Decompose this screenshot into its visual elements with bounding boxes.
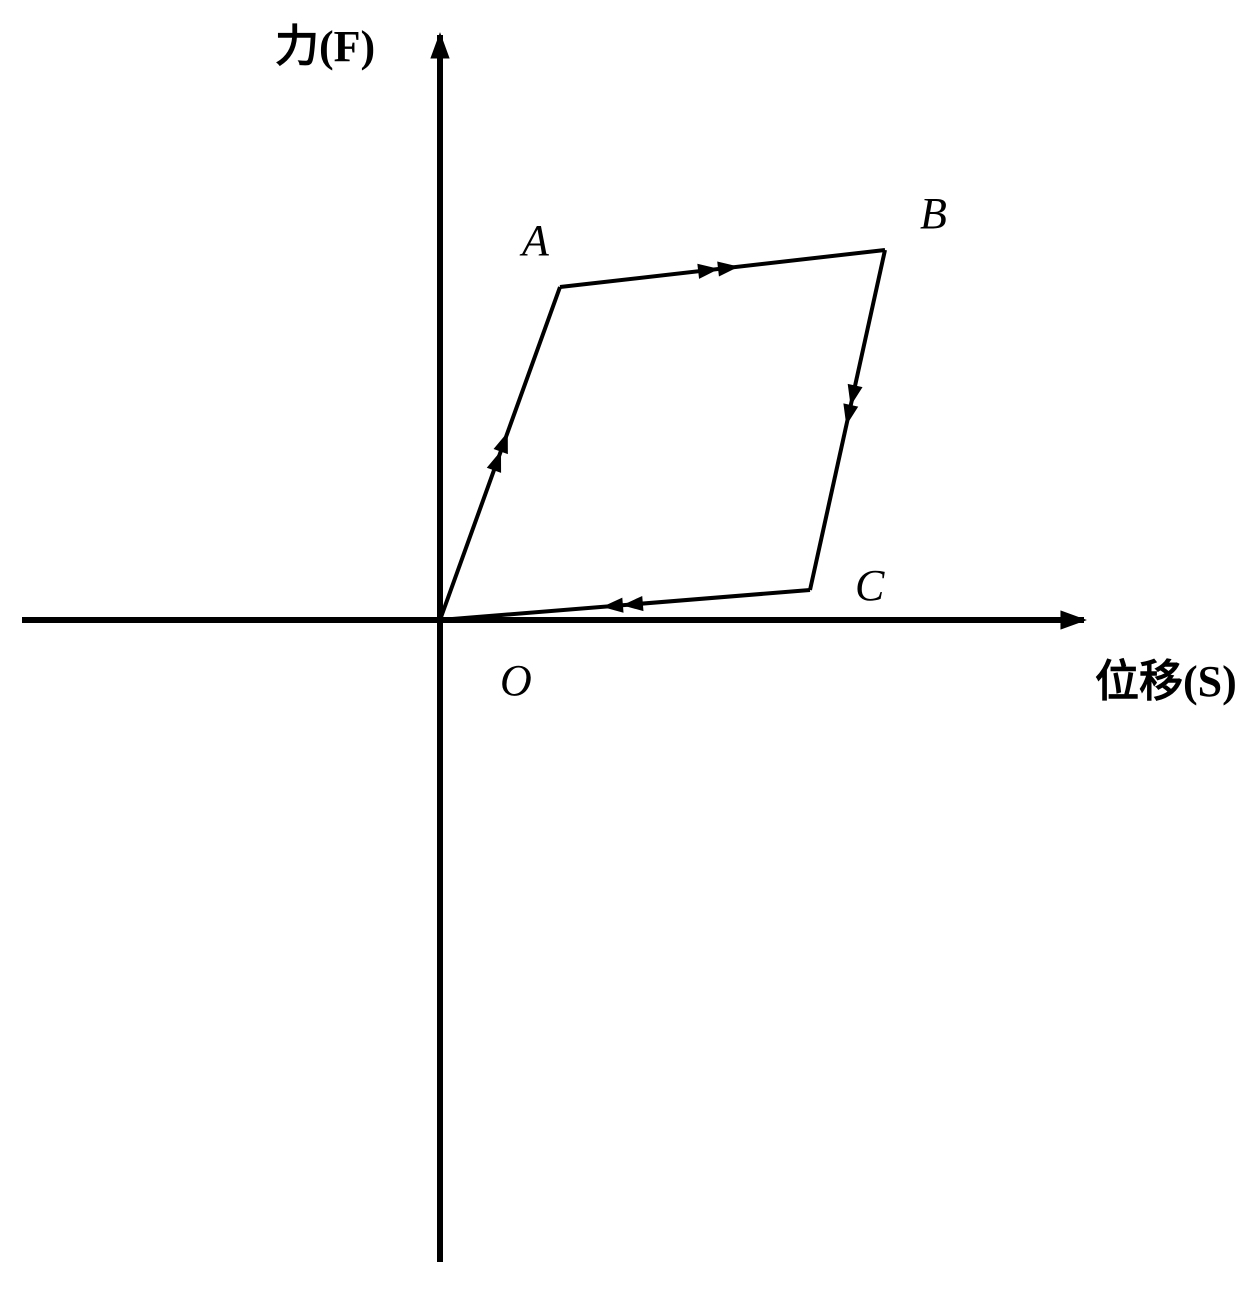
point-c-label: C — [855, 560, 884, 611]
x-axis-label: 位移(S) — [1095, 645, 1237, 709]
point-a-label: A — [522, 215, 549, 266]
hysteresis-diagram: 力(F) 位移(S) O A B C — [0, 0, 1240, 1310]
diagram-svg — [0, 0, 1240, 1310]
y-axis-label: 力(F) — [275, 10, 375, 74]
point-b-label: B — [920, 188, 947, 239]
origin-label: O — [500, 655, 532, 706]
